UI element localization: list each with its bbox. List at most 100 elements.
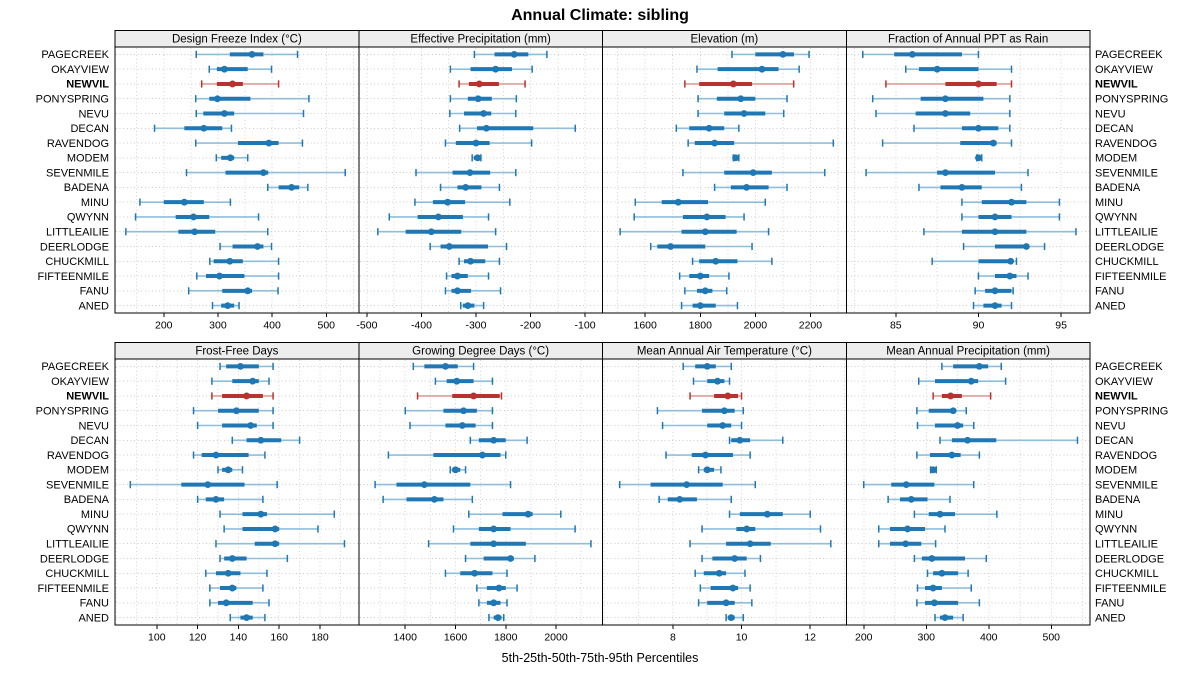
median-dot (989, 139, 997, 147)
axis-tick-label: 500 (317, 320, 335, 332)
percentile-marker (962, 242, 1046, 251)
percentile-marker (875, 109, 1011, 118)
percentile-marker (916, 421, 975, 430)
median-dot (427, 228, 435, 236)
axis-tick-label: 400 (263, 320, 281, 332)
percentile-marker (388, 213, 490, 221)
percentile-marker (452, 525, 576, 533)
median-dot (949, 407, 957, 415)
median-dot (904, 525, 911, 533)
site-labels-left: PAGECREEK OKAYVIEW NEWVIL PONYSPRING NEVU DEC… (36, 361, 110, 624)
median-dot (703, 466, 711, 474)
median-dot (221, 65, 228, 73)
percentile-marker (916, 407, 967, 415)
percentile-marker (211, 392, 274, 400)
median-dot (674, 198, 682, 206)
percentile-marker (449, 65, 533, 73)
axis-tick-label: 200 (155, 320, 173, 332)
percentile-marker (658, 495, 732, 503)
median-dot (445, 243, 453, 250)
panel-title: Elevation (m) (691, 34, 759, 46)
axis-tick-label: 120 (189, 632, 207, 644)
percentile-marker (185, 169, 346, 177)
median-dot (908, 50, 916, 58)
percentile-marker (223, 525, 319, 533)
percentile-marker (649, 242, 753, 251)
panel-title: Mean Annual Precipitation (mm) (886, 346, 1050, 358)
site-label-right: ANED (1095, 300, 1126, 312)
median-dot (442, 362, 449, 370)
site-label-left: PONYSPRING (36, 406, 109, 418)
median-dot (954, 422, 961, 429)
percentile-marker (913, 124, 1011, 132)
median-dot (453, 377, 461, 385)
axis-tick-label: 8 (670, 632, 676, 644)
median-dot (740, 110, 748, 117)
median-dot (732, 154, 739, 162)
median-dot (257, 510, 265, 518)
panel-plot-area (358, 47, 603, 313)
x-axis: 1600 1800 2000 2200 (634, 313, 822, 332)
panel-plot-area (602, 359, 847, 625)
median-dot (929, 466, 937, 474)
percentile-marker (387, 451, 507, 459)
percentile-marker (469, 436, 528, 444)
median-dot (490, 599, 498, 607)
percentile-marker (689, 392, 743, 400)
site-label-left: RAVENDOG (47, 450, 109, 462)
percentile-marker (231, 436, 301, 444)
site-label-right: OKAYVIEW (1095, 376, 1153, 388)
site-label-left: OKAYVIEW (51, 376, 109, 388)
median-dot (948, 451, 956, 459)
axis-tick-label: 12 (804, 632, 816, 644)
median-dot (727, 614, 735, 622)
percentile-marker (134, 213, 260, 221)
x-axis: 85 90 95 (890, 313, 1067, 332)
percentile-marker (194, 95, 310, 103)
site-label-left: NEVU (78, 108, 109, 120)
median-dot (271, 540, 279, 548)
median-dot (720, 407, 728, 415)
percentile-marker (488, 614, 505, 622)
percentile-marker (687, 139, 835, 147)
panel: Effective Precipitation (mm) -500 -400 -300… (356, 30, 603, 332)
vertical-gridlines (366, 48, 586, 312)
axis-tick-label: -300 (465, 320, 486, 332)
median-dot (490, 525, 498, 533)
median-dot (452, 466, 459, 474)
panel: Fraction of Annual PPT as Rain 85 90 95 (845, 30, 1091, 332)
axis-tick-label: 85 (890, 320, 902, 332)
panel: Mean Annual Air Temperature (°C) 8 10 12 (602, 342, 847, 644)
site-label-left: MODEM (67, 465, 109, 477)
x-axis: 200 300 400 500 (155, 313, 335, 332)
median-dot (490, 436, 498, 444)
median-dot (703, 362, 711, 370)
site-label-right: DEERLODGE (1095, 241, 1164, 253)
median-dot (226, 257, 234, 265)
site-label-right: CHUCKMILL (1095, 256, 1159, 268)
percentile-marker (476, 584, 518, 592)
median-dot (731, 555, 739, 562)
percentile-marker (416, 392, 503, 400)
site-label-right: RAVENDOG (1095, 138, 1157, 150)
median-dot (991, 213, 999, 221)
percentile-marker (196, 495, 264, 503)
median-dot (975, 80, 982, 88)
median-dot (472, 139, 480, 147)
site-label-right: LITTLEAILIE (1095, 227, 1158, 239)
percentile-marker (694, 569, 746, 577)
median-dot (676, 495, 684, 503)
percentile-marker (682, 169, 826, 177)
axis-tick-label: 95 (1055, 320, 1067, 332)
median-dot (902, 481, 910, 489)
percentile-marker (209, 584, 264, 592)
percentile-marker (697, 109, 785, 118)
median-dot (257, 436, 265, 444)
percentile-marker (427, 540, 592, 548)
site-label-left: FIFTEENMILE (37, 271, 109, 283)
median-dot (204, 481, 212, 489)
percentile-marker (665, 451, 751, 459)
percentile-marker (444, 139, 533, 147)
site-label-left: PAGECREEK (41, 361, 109, 373)
median-dot (480, 110, 488, 117)
